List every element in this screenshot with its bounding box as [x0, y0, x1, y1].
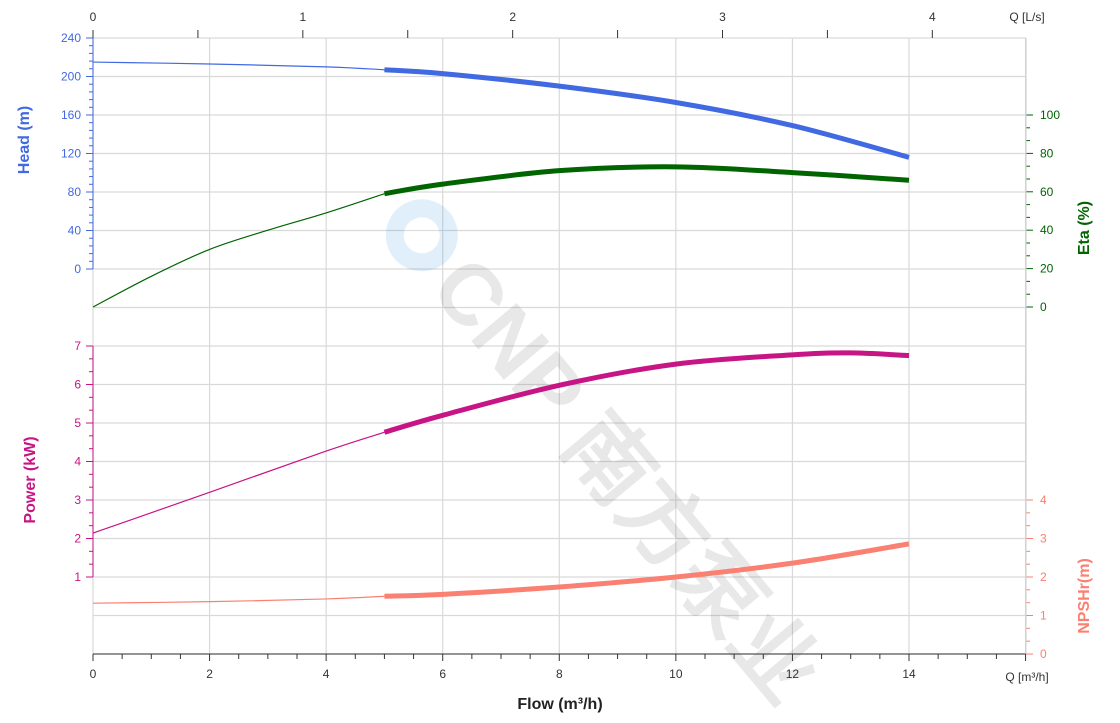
x-tick-label: 6: [439, 667, 446, 681]
x-axis-title: Flow (m³/h): [517, 696, 602, 713]
head-tick-label: 200: [61, 70, 81, 84]
power-curve-extended: [92, 431, 385, 534]
watermark-logo: CNP 南方泵业: [385, 199, 839, 721]
head-tick-label: 40: [68, 224, 82, 238]
head-tick-label: 80: [68, 185, 82, 199]
x-tick-label: 10: [669, 667, 683, 681]
power-tick-label: 4: [74, 455, 81, 469]
eta-axis-title: Eta (%): [1076, 201, 1093, 255]
x-top-unit-label: Q [L/s]: [1009, 10, 1044, 24]
head-tick-label: 240: [61, 31, 81, 45]
eta-tick-label: 60: [1040, 185, 1054, 199]
eta-tick-label: 0: [1040, 300, 1047, 314]
curves: [92, 61, 910, 604]
x-tick-label: 8: [556, 667, 563, 681]
axes: 0 2 4 6 8 10 12 140 1 2 3 4040801201602002401234567…: [61, 10, 1060, 681]
eta-tick-label: 80: [1040, 146, 1054, 160]
head-tick-label: 0: [74, 262, 81, 276]
eta-curve-extended: [92, 193, 385, 308]
npsh-axis-title: NPSHr(m): [1076, 558, 1093, 634]
eta-tick-label: 100: [1040, 108, 1060, 122]
eta-tick-label: 40: [1040, 223, 1054, 237]
power-tick-label: 7: [74, 339, 81, 353]
x-top-tick-label: 4: [929, 10, 936, 24]
power-tick-label: 3: [74, 493, 81, 507]
power-axis-title: Power (kW): [22, 436, 39, 523]
power-tick-label: 5: [74, 416, 81, 430]
head-tick-label: 160: [61, 108, 81, 122]
eta-tick-label: 20: [1040, 262, 1054, 276]
npsh-curve-operating: [384, 541, 910, 599]
x-top-tick-label: 0: [90, 10, 97, 24]
eta-curve-operating: [384, 164, 910, 197]
x-tick-label: 0: [90, 667, 97, 681]
power-tick-label: 6: [74, 378, 81, 392]
head-tick-label: 120: [61, 147, 81, 161]
watermark-text: CNP 南方泵业: [413, 240, 839, 718]
npsh-tick-label: 0: [1040, 647, 1047, 661]
x-tick-label: 4: [323, 667, 330, 681]
x-tick-label: 14: [902, 667, 916, 681]
x-top-tick-label: 3: [719, 10, 726, 24]
npsh-tick-label: 4: [1040, 493, 1047, 507]
x-top-tick-label: 2: [509, 10, 516, 24]
x-tick-label: 2: [206, 667, 213, 681]
x-top-tick-label: 1: [299, 10, 306, 24]
npsh-tick-label: 3: [1040, 532, 1047, 546]
power-curve-operating: [383, 350, 910, 435]
npsh-tick-label: 2: [1040, 570, 1047, 584]
power-tick-label: 2: [74, 532, 81, 546]
x-unit-label: Q [m³/h]: [1005, 670, 1048, 684]
npsh-tick-label: 1: [1040, 609, 1047, 623]
head-curve-operating: [384, 67, 910, 160]
power-tick-label: 1: [74, 570, 81, 584]
npsh-curve-extended: [92, 595, 385, 604]
head-curve-extended: [92, 61, 385, 71]
head-axis-title: Head (m): [16, 106, 33, 174]
x-tick-label: 12: [786, 667, 800, 681]
